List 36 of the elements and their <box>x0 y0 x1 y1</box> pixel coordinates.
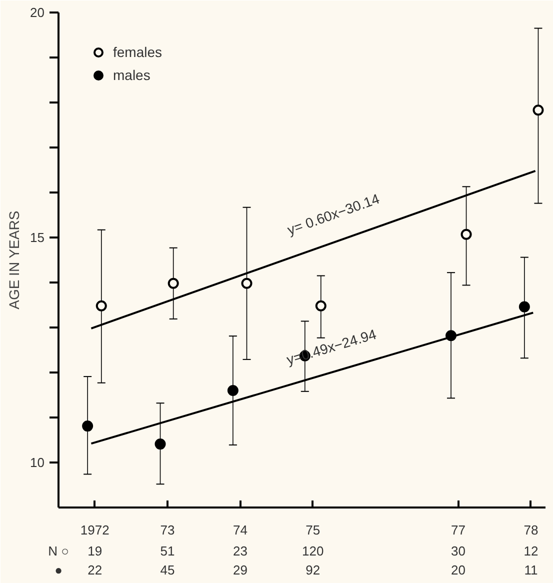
point <box>460 228 472 240</box>
point <box>96 300 107 312</box>
text: N ○ <box>48 544 69 558</box>
text: 30 <box>451 544 466 558</box>
point <box>518 301 530 312</box>
point <box>82 420 94 432</box>
point <box>315 300 326 312</box>
y-tick-label: 20 <box>30 5 45 20</box>
legend-label: females <box>113 44 162 60</box>
point <box>227 385 238 396</box>
text: 51 <box>160 544 175 558</box>
text: 23 <box>232 544 248 558</box>
text: ● <box>54 562 62 578</box>
x-tick-label: 75 <box>306 522 320 538</box>
text: 29 <box>232 562 248 578</box>
text: 12 <box>524 544 538 558</box>
point <box>154 438 166 450</box>
x-tick-label: 1972 <box>80 522 110 538</box>
legend-label: males <box>113 67 150 83</box>
x-tick-label: 74 <box>232 522 248 538</box>
text: 120 <box>302 544 324 558</box>
x-tick-label: 78 <box>524 522 538 538</box>
text: 45 <box>160 562 175 578</box>
text: 22 <box>88 562 102 578</box>
point <box>168 278 179 289</box>
text: 11 <box>524 562 538 578</box>
point <box>241 278 252 289</box>
y-tick-label: 15 <box>30 230 45 245</box>
text: 92 <box>306 562 320 578</box>
text: 20 <box>451 562 466 578</box>
y-tick-label: 10 <box>30 455 45 470</box>
x-tick-label: 77 <box>451 522 466 538</box>
x-tick-label: 73 <box>160 522 175 538</box>
y-axis-title: AGE IN YEARS <box>6 210 22 310</box>
text: 19 <box>88 544 102 558</box>
point <box>532 104 544 116</box>
